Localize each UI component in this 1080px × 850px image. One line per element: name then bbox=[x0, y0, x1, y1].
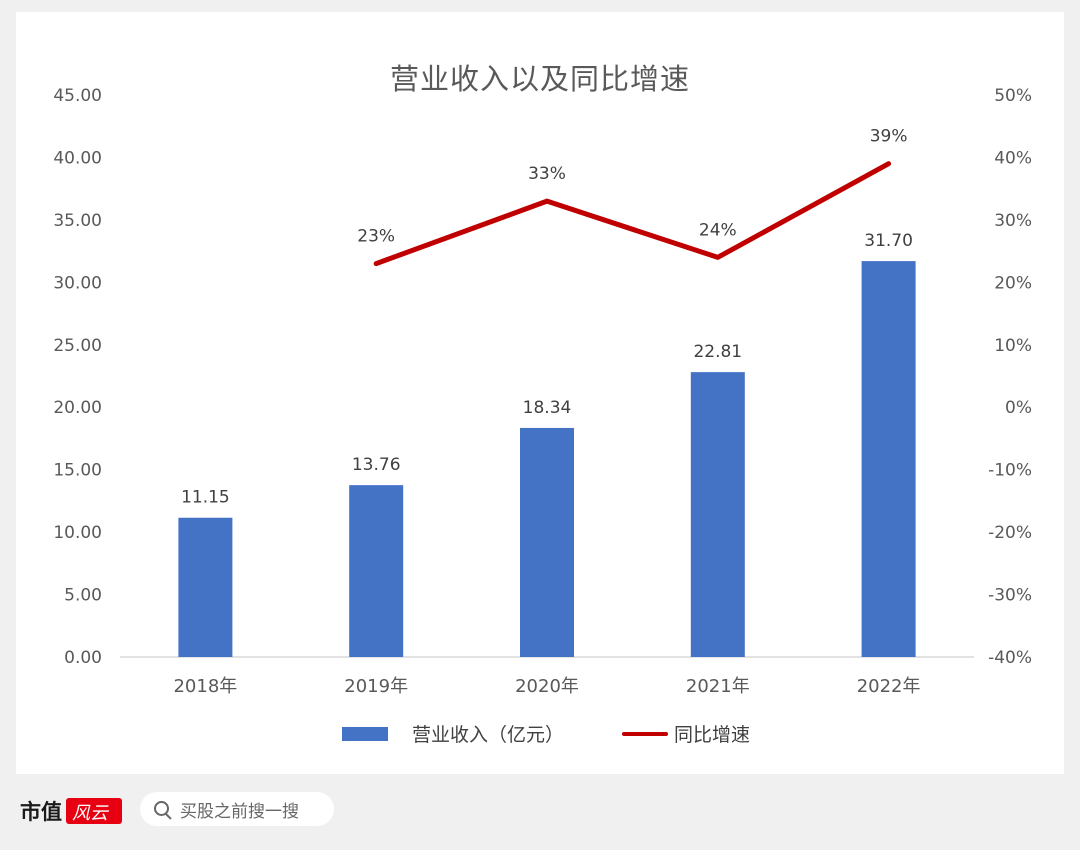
y-left-tick-label: 5.00 bbox=[64, 586, 102, 606]
y-left-tick-label: 40.00 bbox=[53, 148, 102, 168]
y-right-tick-label: 30% bbox=[994, 211, 1032, 231]
y-right-tick-label: -30% bbox=[988, 586, 1032, 606]
y-right-tick-label: 20% bbox=[994, 273, 1032, 293]
brand-mark-icon: 风云 bbox=[66, 798, 122, 824]
legend-item-revenue: 营业收入（亿元） bbox=[342, 720, 564, 747]
chart-title: 营业收入以及同比增速 bbox=[389, 62, 690, 96]
bar-revenue bbox=[861, 261, 916, 657]
x-tick-label: 2018年 bbox=[173, 676, 237, 697]
line-data-label: 23% bbox=[357, 227, 395, 247]
chart-plot: 0.00 5.00 10.00 15.00 20.00 25.00 30.00 35.00 40… bbox=[53, 86, 1032, 697]
bar-data-label: 13.76 bbox=[352, 455, 401, 475]
y-right-tick-label: -10% bbox=[988, 461, 1032, 481]
bar-data-label: 18.34 bbox=[523, 398, 572, 418]
line-data-label: 33% bbox=[528, 164, 566, 184]
footer-bar: 市值 风云 买股之前搜一搜 bbox=[0, 774, 1080, 850]
chart-legend: 营业收入（亿元） 同比增速 bbox=[16, 720, 1064, 750]
search-icon bbox=[150, 792, 180, 826]
legend-swatch-growth bbox=[622, 731, 668, 736]
legend-swatch-revenue bbox=[342, 726, 388, 741]
y-left-tick-label: 10.00 bbox=[53, 523, 102, 543]
bar-revenue bbox=[520, 427, 574, 657]
y-left-tick-label: 15.00 bbox=[53, 461, 102, 481]
y-left-tick-label: 45.00 bbox=[53, 86, 102, 106]
search-placeholder: 买股之前搜一搜 bbox=[180, 801, 299, 822]
y-right-tick-label: 10% bbox=[994, 336, 1032, 356]
x-tick-label: 2022年 bbox=[857, 676, 921, 697]
line-growth bbox=[373, 161, 892, 267]
line-data-label: 39% bbox=[870, 127, 908, 147]
y-left-tick-label: 0.00 bbox=[64, 648, 102, 668]
line-data-label: 24% bbox=[699, 220, 737, 240]
brand-name: 市值 bbox=[20, 799, 62, 824]
bar-data-label: 11.15 bbox=[181, 488, 230, 508]
bar-data-label: 22.81 bbox=[693, 342, 742, 362]
y-left-tick-label: 20.00 bbox=[53, 398, 102, 418]
legend-label-growth: 同比增速 bbox=[674, 724, 751, 746]
y-left-tick-label: 35.00 bbox=[53, 211, 102, 231]
legend-label-revenue: 营业收入（亿元） bbox=[412, 724, 565, 746]
bar-revenue bbox=[349, 485, 404, 657]
x-tick-label: 2021年 bbox=[686, 676, 750, 697]
y-left-tick-label: 30.00 bbox=[53, 273, 102, 293]
y-right-tick-label: 50% bbox=[994, 86, 1032, 106]
bar-revenue bbox=[690, 372, 745, 657]
y-right-tick-label: -20% bbox=[988, 523, 1032, 543]
y-right-tick-label: 0% bbox=[1005, 398, 1032, 418]
y-right-tick-label: -40% bbox=[988, 648, 1032, 668]
brand-logo[interactable]: 市值 风云 bbox=[20, 796, 122, 826]
chart-card: 营业收入以及同比增速 0.00 5.00 10.00 15.00 20.00 25.00 3… bbox=[16, 12, 1064, 774]
x-tick-label: 2019年 bbox=[344, 676, 408, 697]
x-tick-label: 2020年 bbox=[515, 676, 579, 697]
y-left-tick-label: 25.00 bbox=[53, 336, 102, 356]
y-right-tick-label: 40% bbox=[994, 148, 1032, 168]
bar-revenue bbox=[178, 517, 233, 657]
search-box[interactable]: 买股之前搜一搜 bbox=[140, 792, 334, 826]
legend-item-growth: 同比增速 bbox=[622, 720, 750, 747]
bar-data-label: 31.70 bbox=[864, 231, 913, 251]
